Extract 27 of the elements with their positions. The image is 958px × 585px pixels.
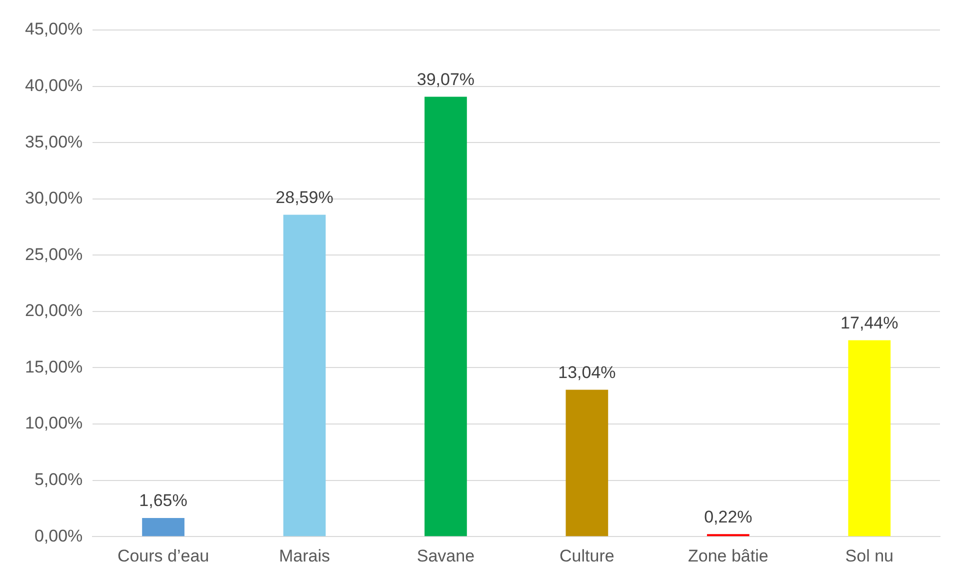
- bar: [566, 390, 608, 536]
- y-tick-label: 20,00%: [24, 301, 83, 320]
- x-tick-label: Culture: [560, 546, 614, 566]
- bar: [142, 518, 184, 536]
- data-label: 0,22%: [704, 507, 752, 526]
- y-tick-label: 0,00%: [34, 526, 83, 546]
- y-tick-label: 15,00%: [24, 357, 83, 376]
- y-tick-label: 35,00%: [24, 132, 83, 152]
- data-label: 39,07%: [416, 70, 475, 89]
- bar: [283, 214, 326, 536]
- x-tick-label: Cours d’eau: [117, 546, 210, 566]
- y-tick-label: 45,00%: [24, 20, 83, 39]
- y-tick-label: 25,00%: [24, 244, 83, 264]
- y-tick-label: 40,00%: [24, 76, 83, 95]
- x-tick-label: Sol nu: [845, 546, 894, 566]
- x-tick-label: Marais: [278, 546, 330, 566]
- y-tick-label: 30,00%: [24, 188, 83, 208]
- x-tick-label: Savane: [416, 546, 475, 566]
- data-label: 28,59%: [276, 188, 334, 207]
- bar: [424, 96, 467, 536]
- data-label: 13,04%: [558, 362, 616, 382]
- bar: [848, 340, 891, 536]
- y-tick-label: 5,00%: [34, 470, 83, 489]
- y-tick-label: 10,00%: [24, 414, 83, 433]
- data-label: 1,65%: [139, 491, 188, 510]
- data-label: 17,44%: [840, 313, 898, 332]
- x-tick-label: Zone bâtie: [688, 546, 768, 566]
